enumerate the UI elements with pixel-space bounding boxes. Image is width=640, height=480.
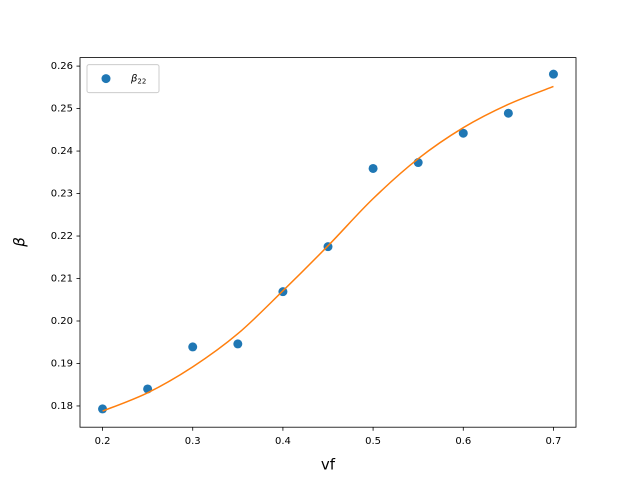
- legend-box: [86, 64, 160, 94]
- y-tick-label: 0.21: [51, 274, 73, 285]
- data-point: [458, 128, 468, 138]
- x-axis-label: vf: [321, 456, 336, 474]
- x-tick-label: 0.3: [185, 436, 201, 447]
- x-tick-label: 0.7: [546, 436, 562, 447]
- data-point: [98, 404, 108, 414]
- x-tick-label: 0.5: [365, 436, 381, 447]
- y-axis-label: β: [11, 237, 29, 248]
- data-point: [503, 108, 513, 118]
- x-tick-label: 0.4: [275, 436, 291, 447]
- data-point: [233, 339, 243, 349]
- x-tick-label: 0.2: [95, 436, 111, 447]
- y-tick-label: 0.20: [51, 316, 73, 327]
- fit-line: [102, 85, 554, 412]
- data-point: [188, 342, 198, 352]
- y-tick-label: 0.25: [51, 104, 73, 115]
- y-tick-label: 0.18: [51, 401, 73, 412]
- plot-frame: [79, 57, 577, 428]
- y-tick-label: 0.26: [51, 61, 73, 72]
- y-tick-label: 0.24: [51, 146, 73, 157]
- x-tick-label: 0.6: [455, 436, 471, 447]
- y-tick-label: 0.22: [51, 231, 73, 242]
- legend-marker: [101, 74, 111, 84]
- y-tick-label: 0.19: [51, 358, 73, 369]
- data-point: [548, 69, 558, 79]
- data-point: [368, 163, 378, 173]
- y-tick-label: 0.23: [51, 189, 73, 200]
